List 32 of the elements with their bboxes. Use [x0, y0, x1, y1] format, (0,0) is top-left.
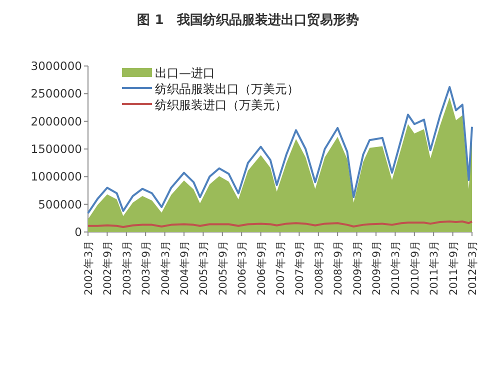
x-tick-label: 2002年3月 [83, 240, 95, 296]
legend-label: 出口—进口 [155, 66, 215, 80]
legend-label: 纺织品服装出口（万美元） [155, 82, 299, 96]
y-tick-label: 3000000 [30, 59, 82, 73]
x-tick-label: 2009年9月 [371, 240, 383, 296]
x-tick-label: 2007年3月 [275, 240, 287, 296]
x-tick-label: 2009年3月 [352, 240, 364, 296]
chart-title: 图 1 我国纺织品服装进出口贸易形势 [137, 12, 359, 28]
x-tick-label: 2006年9月 [256, 240, 268, 296]
y-tick-label: 500000 [38, 197, 82, 212]
x-tick-label: 2012年3月 [467, 240, 479, 296]
y-tick-label: 2000000 [30, 114, 82, 128]
x-tick-label: 2002年9月 [102, 240, 114, 296]
x-tick-label: 2005年3月 [198, 240, 210, 296]
x-tick-label: 2011年9月 [448, 240, 460, 296]
x-tick-label: 2004年3月 [160, 240, 172, 296]
x-tick-label: 2004年9月 [179, 240, 191, 296]
y-tick-label: 2500000 [30, 86, 82, 101]
x-tick-label: 2005年9月 [217, 240, 230, 296]
x-tick-label: 2003年3月 [121, 240, 134, 296]
legend-label: 纺织服装进口（万美元） [155, 98, 287, 112]
y-tick-label: 1500000 [30, 142, 82, 156]
x-tick-label: 2007年9月 [294, 240, 306, 296]
x-tick-label: 2010年3月 [390, 240, 402, 296]
x-tick-label: 2008年9月 [332, 240, 345, 296]
y-tick-label: 0 [74, 225, 82, 239]
x-tick-label: 2010年9月 [409, 240, 422, 296]
x-tick-label: 2011年3月 [428, 240, 441, 296]
y-tick-label: 1000000 [30, 170, 82, 184]
x-tick-label: 2006年3月 [236, 240, 249, 296]
x-tick-label: 2003年9月 [140, 240, 153, 296]
x-tick-label: 2008年3月 [313, 240, 326, 296]
